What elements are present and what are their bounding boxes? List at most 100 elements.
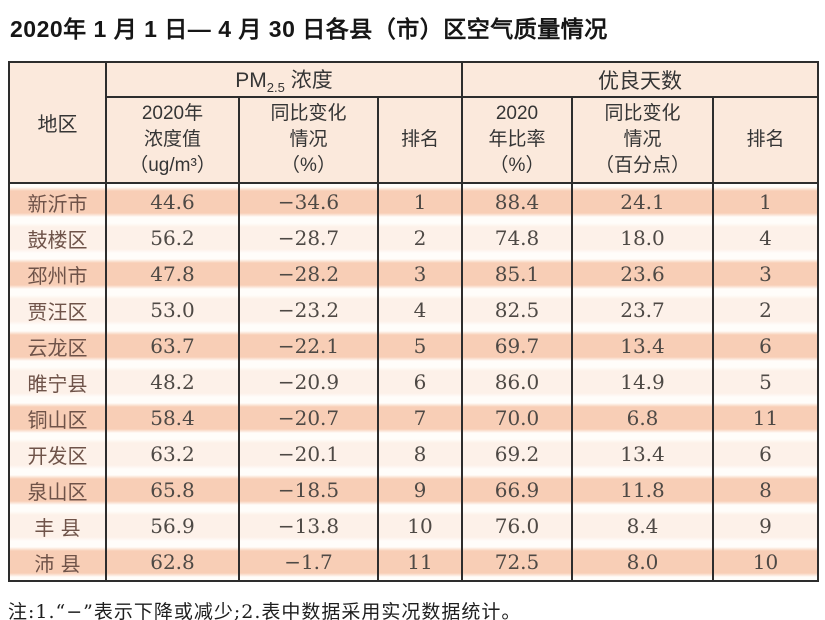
good-ratio: 69.2	[461, 436, 573, 472]
col-header-pm-value: 2020年 浓度值 （ug/m³）	[105, 97, 240, 184]
good-rank: 1	[711, 183, 820, 220]
region-name: 睢宁县	[8, 364, 107, 400]
good-rank: 8	[711, 472, 820, 508]
pm-change: −20.1	[238, 436, 379, 472]
air-quality-table: 地区 PM2.5 浓度 优良天数 2020年 浓度值 （ug/m³） 同比变化 …	[8, 61, 820, 582]
col-group-good-days: 优良天数	[460, 62, 820, 98]
pm-value: 48.2	[105, 364, 240, 400]
good-ratio: 72.5	[461, 544, 573, 581]
good-change: 13.4	[571, 328, 714, 364]
pm-value: 47.8	[105, 256, 240, 292]
good-rank: 2	[711, 292, 820, 328]
table-row: 睢宁县 48.2 −20.9 6 86.0 14.9 5	[8, 364, 820, 400]
pm-change: −34.6	[238, 183, 379, 220]
good-ratio: 76.0	[461, 508, 573, 544]
pm-value: 63.7	[105, 328, 240, 364]
pm-change: −23.2	[238, 292, 379, 328]
pm-rank: 4	[377, 292, 463, 328]
table-row: 铜山区 58.4 −20.7 7 70.0 6.8 11	[8, 400, 820, 436]
region-name: 开发区	[8, 436, 107, 472]
col-header-region: 地区	[8, 62, 107, 184]
good-ratio: 86.0	[461, 364, 573, 400]
good-change: 11.8	[571, 472, 714, 508]
good-rank: 9	[711, 508, 820, 544]
good-change: 14.9	[571, 364, 714, 400]
table-row: 新沂市 44.6 −34.6 1 88.4 24.1 1	[8, 183, 820, 220]
good-rank: 6	[711, 328, 820, 364]
good-ratio: 69.7	[461, 328, 573, 364]
good-change: 23.7	[571, 292, 714, 328]
col-header-pm-rank: 排名	[377, 97, 463, 184]
table-row: 沛 县 62.8 −1.7 11 72.5 8.0 10	[8, 544, 820, 581]
good-change: 23.6	[571, 256, 714, 292]
good-ratio: 82.5	[461, 292, 573, 328]
pm-change: −18.5	[238, 472, 379, 508]
col-group-pm25: PM2.5 浓度	[105, 62, 463, 98]
pm-label-prefix: PM	[235, 68, 267, 92]
pm-change: −20.7	[238, 400, 379, 436]
pm-change: −28.7	[238, 220, 379, 256]
good-change: 24.1	[571, 183, 714, 220]
good-rank: 5	[711, 364, 820, 400]
pm-rank: 10	[377, 508, 463, 544]
good-rank: 10	[711, 544, 820, 581]
pm-change: −22.1	[238, 328, 379, 364]
pm-rank: 8	[377, 436, 463, 472]
pm-label-suffix: 浓度	[284, 68, 333, 92]
col-header-pm-change: 同比变化 情况 （%）	[238, 97, 379, 184]
pm-value: 65.8	[105, 472, 240, 508]
good-change: 8.0	[571, 544, 714, 581]
region-name: 云龙区	[8, 328, 107, 364]
region-name: 丰 县	[8, 508, 107, 544]
pm-rank: 2	[377, 220, 463, 256]
region-name: 铜山区	[8, 400, 107, 436]
pm-value: 58.4	[105, 400, 240, 436]
good-ratio: 85.1	[461, 256, 573, 292]
table-row: 云龙区 63.7 −22.1 5 69.7 13.4 6	[8, 328, 820, 364]
pm-value: 56.9	[105, 508, 240, 544]
pm-change: −13.8	[238, 508, 379, 544]
footnote: 注:1.“−”表示下降或减少;2.表中数据采用实况数据统计。	[8, 601, 522, 620]
good-change: 6.8	[571, 400, 714, 436]
col-header-good-rank: 排名	[711, 97, 820, 184]
good-ratio: 88.4	[461, 183, 573, 220]
table-row: 邳州市 47.8 −28.2 3 85.1 23.6 3	[8, 256, 820, 292]
pm-rank: 5	[377, 328, 463, 364]
good-ratio: 74.8	[461, 220, 573, 256]
table-row: 泉山区 65.8 −18.5 9 66.9 11.8 8	[8, 472, 820, 508]
table-row: 丰 县 56.9 −13.8 10 76.0 8.4 9	[8, 508, 820, 544]
region-name: 新沂市	[8, 183, 107, 220]
good-rank: 11	[711, 400, 820, 436]
good-rank: 3	[711, 256, 820, 292]
table-header: 地区 PM2.5 浓度 优良天数 2020年 浓度值 （ug/m³） 同比变化 …	[8, 62, 820, 184]
page-title: 2020年 1 月 1 日— 4 月 30 日各县（市）区空气质量情况	[10, 16, 608, 42]
pm-rank: 9	[377, 472, 463, 508]
region-name: 泉山区	[8, 472, 107, 508]
region-name: 邳州市	[8, 256, 107, 292]
pm-rank: 7	[377, 400, 463, 436]
pm-rank: 11	[377, 544, 463, 581]
good-ratio: 70.0	[461, 400, 573, 436]
region-name: 贾汪区	[8, 292, 107, 328]
good-change: 18.0	[571, 220, 714, 256]
pm-label-subscript: 2.5	[266, 80, 285, 96]
group-header-row: 地区 PM2.5 浓度 优良天数	[8, 62, 820, 184]
table-body: 新沂市 44.6 −34.6 1 88.4 24.1 1 鼓楼区 56.2 −2…	[8, 183, 820, 581]
good-change: 13.4	[571, 436, 714, 472]
pm-value: 63.2	[105, 436, 240, 472]
sub-header-row: 2020年 浓度值 （ug/m³） 同比变化 情况 （%） 排名 2020 年比…	[9, 97, 820, 184]
pm-change: −1.7	[238, 544, 379, 581]
pm-change: −28.2	[238, 256, 379, 292]
pm-change: −20.9	[238, 364, 379, 400]
pm-value: 53.0	[105, 292, 240, 328]
col-header-good-change: 同比变化 情况 （百分点）	[571, 97, 714, 184]
good-ratio: 66.9	[461, 472, 573, 508]
table-row: 开发区 63.2 −20.1 8 69.2 13.4 6	[8, 436, 820, 472]
region-name: 鼓楼区	[8, 220, 107, 256]
pm-value: 62.8	[105, 544, 240, 581]
table-row: 鼓楼区 56.2 −28.7 2 74.8 18.0 4	[8, 220, 820, 256]
pm-value: 44.6	[105, 183, 240, 220]
region-name: 沛 县	[8, 544, 107, 581]
good-change: 8.4	[571, 508, 714, 544]
